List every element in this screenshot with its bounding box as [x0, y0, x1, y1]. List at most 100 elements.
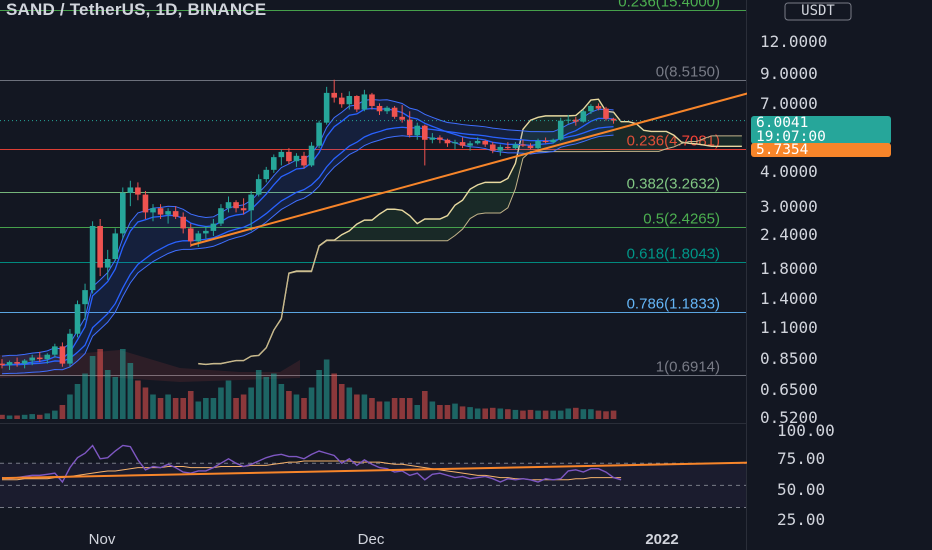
candle-body[interactable]: [59, 346, 66, 364]
candle-body[interactable]: [286, 151, 292, 162]
last-price-badge: 6.0041 19:07:00: [751, 116, 891, 144]
candle-body[interactable]: [44, 354, 51, 360]
candle-body[interactable]: [187, 228, 194, 242]
volume-bar: [44, 413, 51, 419]
volume-bar: [82, 373, 88, 419]
candle-body[interactable]: [346, 96, 353, 105]
trendline[interactable]: [190, 91, 750, 247]
candle-body[interactable]: [595, 105, 602, 109]
candle-body[interactable]: [6, 362, 13, 366]
candle-body[interactable]: [74, 304, 81, 334]
candle-body[interactable]: [157, 208, 164, 215]
candle-body[interactable]: [505, 146, 511, 149]
candle-body[interactable]: [542, 140, 549, 143]
candle-body[interactable]: [150, 208, 156, 213]
candle-body[interactable]: [474, 140, 481, 144]
candle-body[interactable]: [452, 142, 458, 144]
candle-body[interactable]: [301, 155, 307, 166]
candle-body[interactable]: [135, 187, 141, 195]
candle-body[interactable]: [210, 223, 217, 231]
volume-bar: [512, 409, 519, 419]
candle-body[interactable]: [142, 194, 149, 213]
candle-body[interactable]: [89, 225, 96, 291]
candle-body[interactable]: [271, 157, 277, 170]
volume-bar: [172, 398, 179, 419]
volume-bar: [271, 373, 277, 419]
candle-body[interactable]: [399, 116, 405, 120]
fibonacci-retracement[interactable]: 0.236(15.4000) 0(8.5150) 0.236(4.7081) 0.38…: [0, 0, 746, 376]
price-axis[interactable]: 12.00009.00007.00005.00004.00003.00002.4…: [747, 0, 932, 550]
candle-body[interactable]: [36, 357, 43, 360]
candle-body[interactable]: [588, 105, 594, 112]
support-trendline[interactable]: [190, 91, 750, 247]
candle-body[interactable]: [527, 145, 534, 149]
candle-body[interactable]: [376, 105, 383, 112]
candle-body[interactable]: [482, 140, 488, 145]
candle-body[interactable]: [278, 151, 285, 158]
candle-body[interactable]: [233, 202, 239, 209]
candle-body[interactable]: [316, 122, 322, 146]
candle-body[interactable]: [82, 290, 88, 305]
candle-body[interactable]: [497, 146, 504, 151]
candle-body[interactable]: [195, 233, 202, 242]
candle-body[interactable]: [437, 137, 443, 140]
candle-body[interactable]: [172, 211, 179, 217]
candle-body[interactable]: [97, 225, 103, 268]
candle-body[interactable]: [120, 192, 126, 234]
candle-body[interactable]: [67, 333, 73, 364]
time-axis[interactable]: Nov Dec 2022: [0, 528, 746, 550]
candlesticks[interactable]: [0, 79, 746, 370]
candle-body[interactable]: [354, 96, 360, 110]
rsi-panel[interactable]: [0, 444, 750, 508]
candle-body[interactable]: [0, 363, 5, 366]
candle-body[interactable]: [323, 92, 330, 123]
candle-body[interactable]: [29, 357, 35, 361]
candle-body[interactable]: [550, 139, 556, 143]
candle-body[interactable]: [263, 169, 270, 180]
candle-body[interactable]: [165, 211, 171, 215]
candle-body[interactable]: [180, 216, 186, 229]
candle-body[interactable]: [406, 119, 413, 136]
candle-body[interactable]: [459, 142, 466, 146]
currency-label[interactable]: USDT: [801, 3, 835, 19]
candle-body[interactable]: [14, 362, 20, 364]
candle-body[interactable]: [603, 108, 609, 119]
candle-body[interactable]: [467, 143, 473, 146]
candle-body[interactable]: [391, 107, 398, 117]
ema-fast-line: [1, 107, 614, 366]
candle-body[interactable]: [338, 97, 345, 105]
candle-body[interactable]: [240, 208, 247, 211]
candle-body[interactable]: [384, 107, 390, 112]
candle-body[interactable]: [610, 118, 617, 121]
candle-body[interactable]: [127, 187, 134, 193]
candle-body[interactable]: [520, 144, 526, 146]
candle-body[interactable]: [203, 230, 209, 234]
volume-bar: [505, 409, 511, 419]
candle-body[interactable]: [293, 155, 300, 162]
candle-body[interactable]: [255, 179, 262, 195]
candle-body[interactable]: [52, 346, 58, 355]
candle-body[interactable]: [444, 139, 451, 144]
candle-body[interactable]: [512, 144, 519, 149]
candle-body[interactable]: [429, 137, 436, 140]
rsi-line[interactable]: [1, 444, 622, 484]
candle-body[interactable]: [489, 144, 496, 151]
candle-body[interactable]: [21, 360, 28, 364]
candle-body[interactable]: [557, 120, 564, 140]
candle-body[interactable]: [361, 94, 368, 110]
candle-body[interactable]: [580, 111, 587, 122]
candle-body[interactable]: [225, 202, 232, 209]
candle-body[interactable]: [573, 119, 579, 122]
candle-body[interactable]: [248, 194, 254, 211]
candle-body[interactable]: [218, 208, 224, 224]
candle-body[interactable]: [422, 125, 428, 140]
candle-body[interactable]: [535, 140, 541, 149]
candle-body[interactable]: [331, 92, 337, 98]
candle-body[interactable]: [104, 259, 111, 268]
candle-body[interactable]: [308, 145, 315, 166]
candle-body[interactable]: [414, 125, 421, 136]
candle-body[interactable]: [369, 94, 375, 106]
candle-body[interactable]: [112, 233, 119, 260]
rsi-trendline[interactable]: [1, 461, 750, 480]
